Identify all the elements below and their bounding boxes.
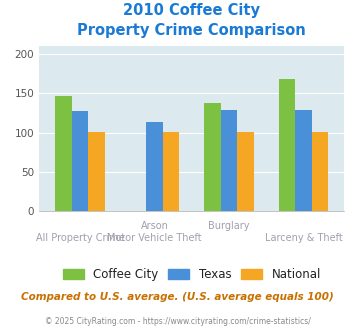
Bar: [88, 132, 105, 211]
Title: 2010 Coffee City
Property Crime Comparison: 2010 Coffee City Property Crime Comparis…: [77, 3, 306, 38]
Legend: Coffee City, Texas, National: Coffee City, Texas, National: [58, 263, 326, 286]
Bar: [204, 103, 221, 211]
Text: Arson: Arson: [141, 221, 168, 231]
Bar: [312, 132, 328, 211]
Text: Burglary: Burglary: [208, 221, 250, 231]
Bar: [146, 122, 163, 211]
Bar: [237, 132, 253, 211]
Bar: [72, 112, 88, 211]
Text: All Property Crime: All Property Crime: [36, 233, 124, 243]
Bar: [55, 96, 72, 211]
Bar: [295, 110, 312, 211]
Text: Motor Vehicle Theft: Motor Vehicle Theft: [107, 233, 202, 243]
Bar: [279, 79, 295, 211]
Text: © 2025 CityRating.com - https://www.cityrating.com/crime-statistics/: © 2025 CityRating.com - https://www.city…: [45, 317, 310, 326]
Text: Larceny & Theft: Larceny & Theft: [264, 233, 342, 243]
Bar: [163, 132, 179, 211]
Bar: [221, 110, 237, 211]
Text: Compared to U.S. average. (U.S. average equals 100): Compared to U.S. average. (U.S. average …: [21, 292, 334, 302]
